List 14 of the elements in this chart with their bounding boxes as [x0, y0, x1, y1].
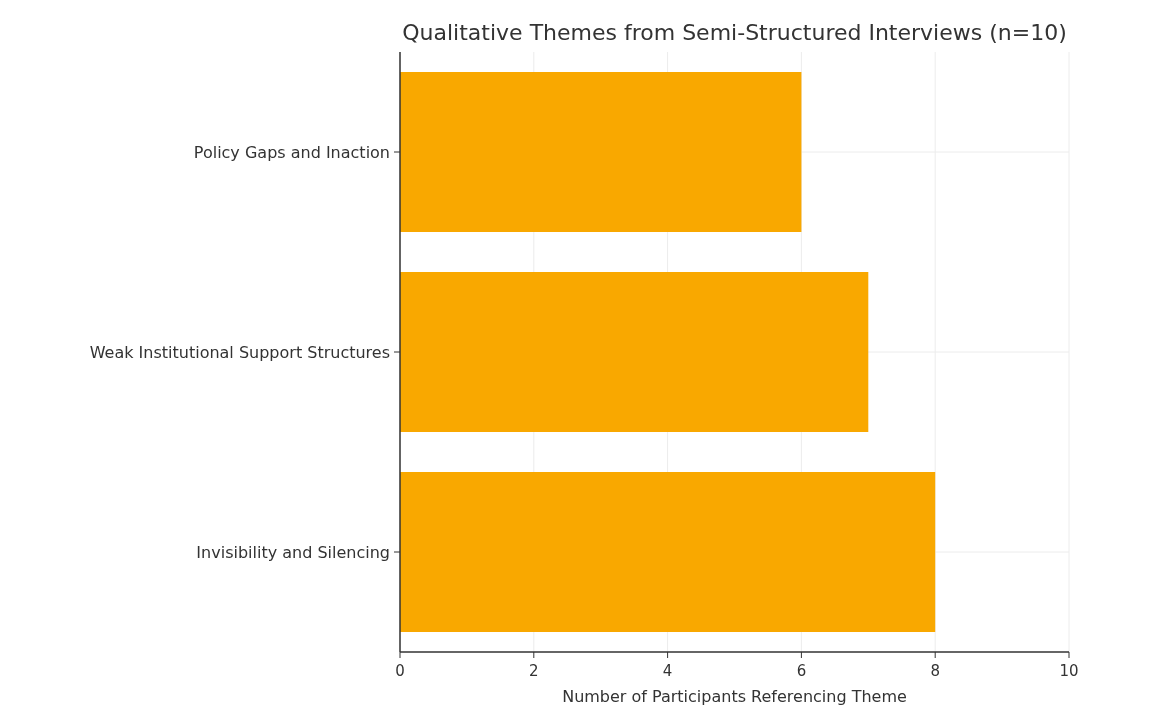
bar	[400, 472, 936, 632]
y-tick-label: Weak Institutional Support Structures	[89, 342, 390, 362]
y-tick-label: Policy Gaps and Inaction	[193, 142, 390, 162]
x-tick-label: 8	[930, 662, 940, 680]
x-tick-label: 10	[1059, 662, 1079, 680]
chart-title: Qualitative Themes from Semi-Structured Interviews (n=10)	[402, 20, 1067, 45]
x-tick-label: 6	[796, 662, 807, 680]
x-tick-label: 0	[395, 662, 405, 680]
bar	[400, 272, 869, 432]
y-tick-label: Invisibility and Silencing	[196, 542, 390, 562]
x-tick-label: 2	[529, 662, 539, 680]
x-axis-title: Number of Participants Referencing Theme	[562, 687, 907, 706]
bar	[400, 72, 802, 232]
x-tick-label: 4	[662, 662, 673, 680]
